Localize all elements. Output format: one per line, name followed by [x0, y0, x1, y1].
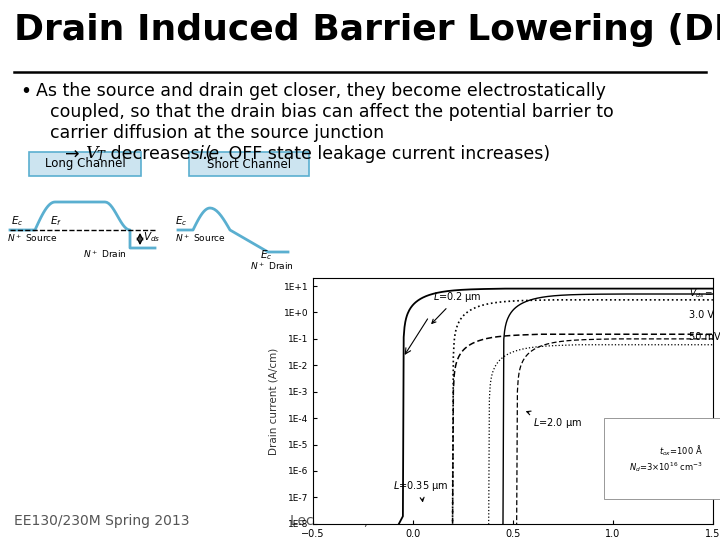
Text: coupled, so that the drain bias can affect the potential barrier to: coupled, so that the drain bias can affe… — [50, 103, 613, 121]
Text: $L$=0.2 μm: $L$=0.2 μm — [432, 290, 482, 323]
Text: i.e.: i.e. — [198, 145, 225, 163]
Text: $N^+$ Source: $N^+$ Source — [7, 232, 58, 244]
Text: →: → — [65, 145, 85, 163]
Text: $L$=0.35 μm: $L$=0.35 μm — [393, 480, 449, 501]
Text: Short Channel: Short Channel — [207, 158, 291, 171]
Text: $N^+$ Source: $N^+$ Source — [175, 232, 226, 244]
Text: •: • — [20, 82, 31, 101]
Text: $V_{ds}=$: $V_{ds}=$ — [689, 288, 713, 300]
Text: $N^+$ Drain: $N^+$ Drain — [83, 248, 127, 260]
Text: 50 mV: 50 mV — [689, 332, 720, 342]
Text: T: T — [96, 150, 104, 163]
Text: Long Channel: Long Channel — [45, 158, 125, 171]
Text: OFF state leakage current increases): OFF state leakage current increases) — [223, 145, 550, 163]
Text: $t_{ox}$=100 Å
$N_d$=3×10$^{16}$ cm$^{-3}$: $t_{ox}$=100 Å $N_d$=3×10$^{16}$ cm$^{-3… — [629, 443, 703, 474]
Text: V: V — [85, 145, 97, 162]
FancyBboxPatch shape — [189, 152, 309, 176]
Text: $E_c$: $E_c$ — [175, 214, 187, 228]
Text: Drain Induced Barrier Lowering (DIBL): Drain Induced Barrier Lowering (DIBL) — [14, 13, 720, 47]
Text: carrier diffusion at the source junction: carrier diffusion at the source junction — [50, 124, 384, 142]
Text: decreases (: decreases ( — [105, 145, 212, 163]
Text: Lecture 23, Slide 2: Lecture 23, Slide 2 — [290, 514, 420, 528]
Text: $L$=2.0 μm: $L$=2.0 μm — [527, 411, 582, 430]
FancyBboxPatch shape — [29, 152, 141, 176]
Text: $E_f$: $E_f$ — [50, 214, 62, 228]
Text: EE130/230M Spring 2013: EE130/230M Spring 2013 — [14, 514, 189, 528]
Text: $V_{ds}$: $V_{ds}$ — [143, 230, 161, 244]
Y-axis label: Drain current (A/cm): Drain current (A/cm) — [268, 347, 278, 455]
Text: As the source and drain get closer, they become electrostatically: As the source and drain get closer, they… — [36, 82, 606, 100]
Text: $E_c$: $E_c$ — [260, 248, 272, 262]
Text: $E_c$: $E_c$ — [11, 214, 24, 228]
Text: $N^+$ Drain: $N^+$ Drain — [250, 260, 294, 272]
Text: 3.0 V: 3.0 V — [689, 310, 714, 320]
